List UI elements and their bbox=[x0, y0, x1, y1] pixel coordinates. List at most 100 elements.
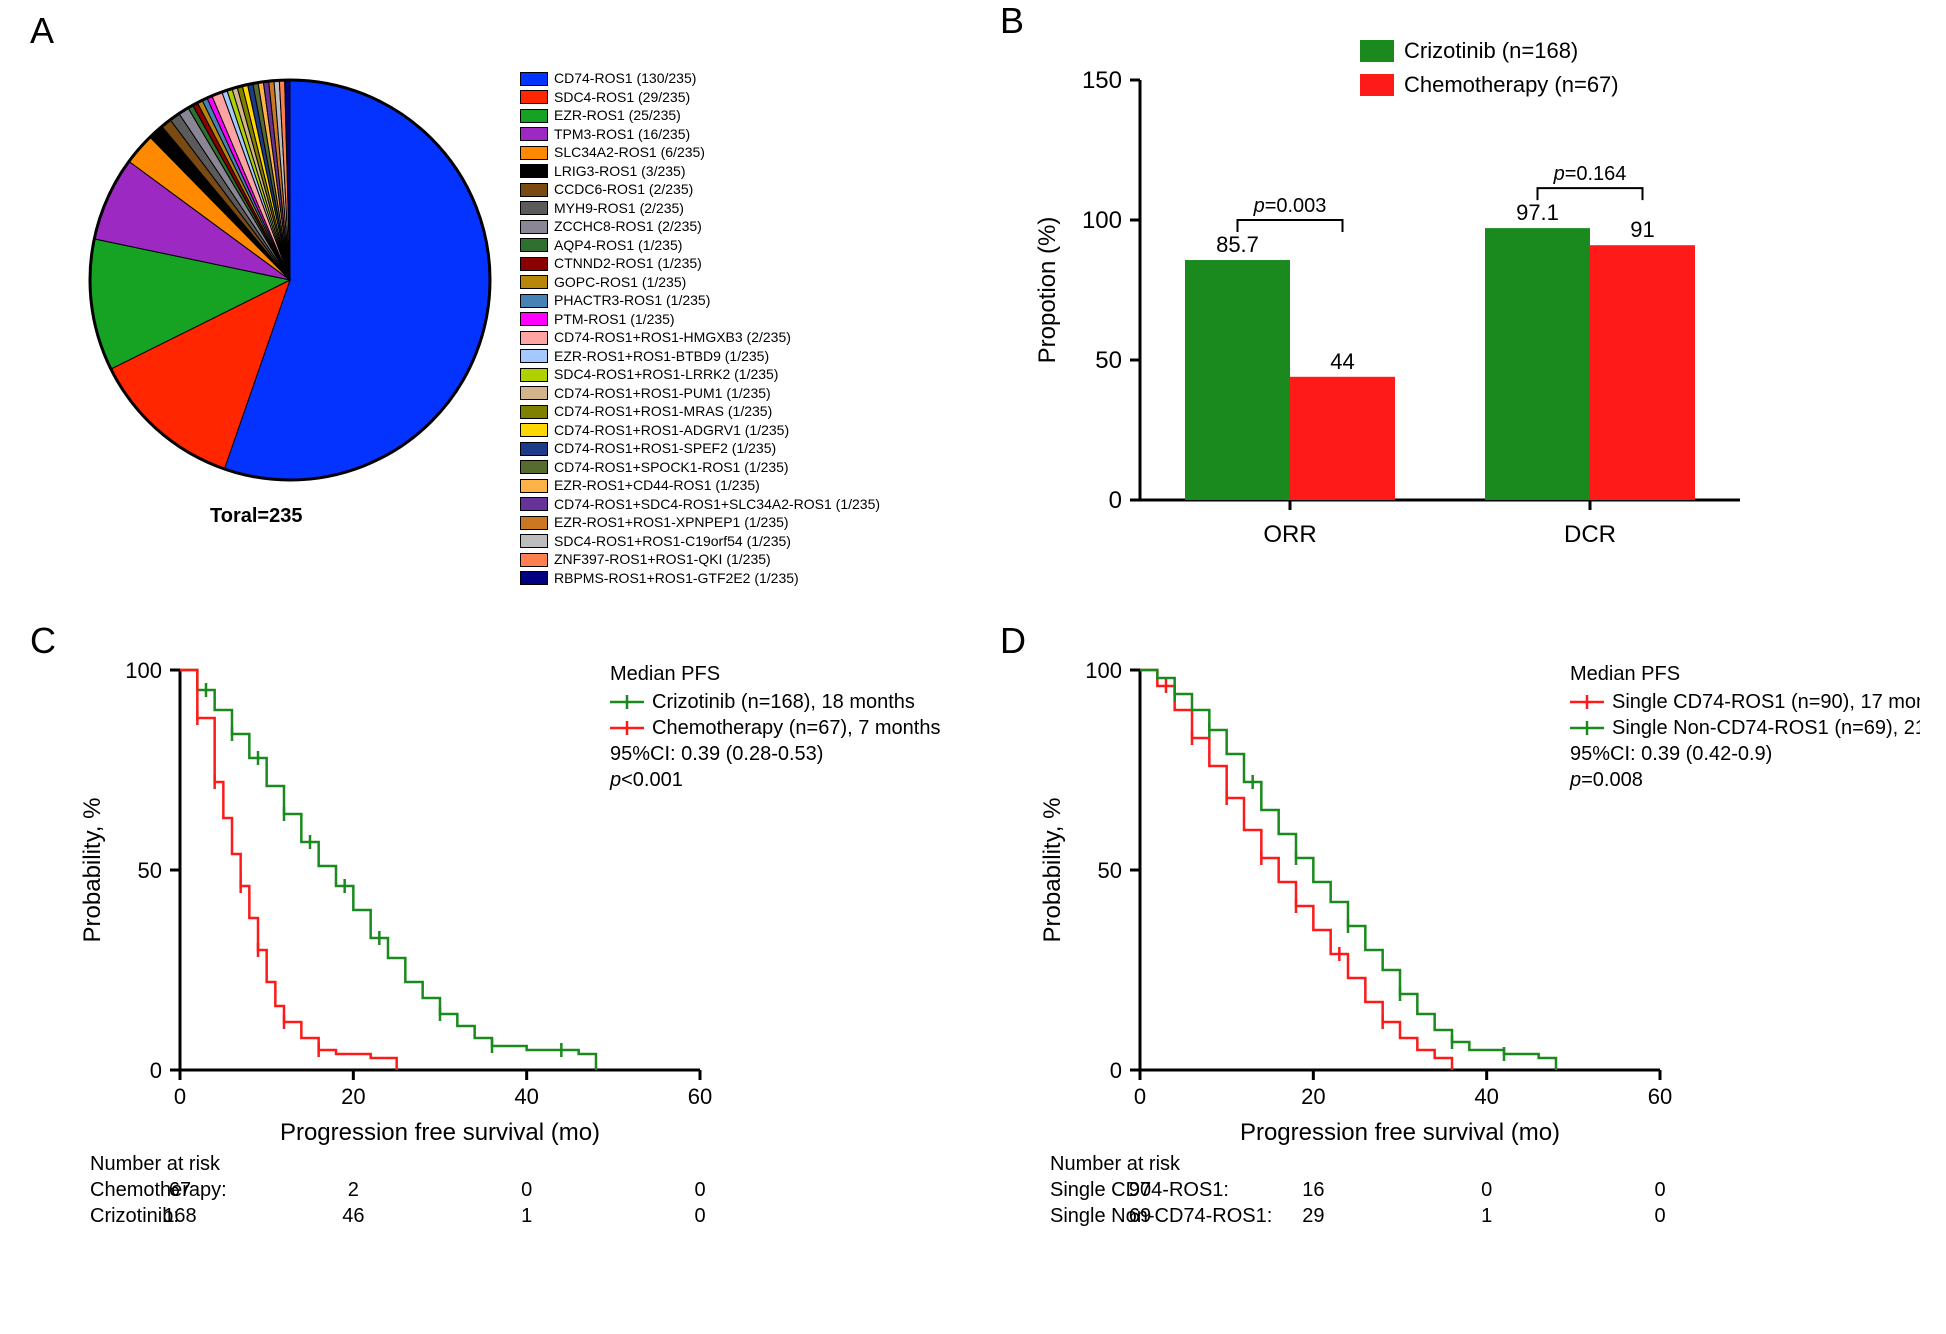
legend-label: TPM3-ROS1 (16/235) bbox=[554, 126, 690, 144]
legend-swatch bbox=[520, 349, 548, 363]
legend-label: SDC4-ROS1 (29/235) bbox=[554, 89, 690, 107]
legend-label: LRIG3-ROS1 (3/235) bbox=[554, 163, 686, 181]
svg-text:0: 0 bbox=[174, 1084, 186, 1109]
svg-text:95%CI: 0.39 (0.42-0.9): 95%CI: 0.39 (0.42-0.9) bbox=[1570, 743, 1772, 765]
legend-label: SDC4-ROS1+ROS1-C19orf54 (1/235) bbox=[554, 533, 791, 551]
svg-text:60: 60 bbox=[688, 1084, 712, 1109]
legend-swatch bbox=[520, 534, 548, 548]
legend-swatch bbox=[520, 72, 548, 86]
legend-label: EZR-ROS1+CD44-ROS1 (1/235) bbox=[554, 477, 760, 495]
legend-swatch bbox=[520, 257, 548, 271]
svg-text:p<0.001: p<0.001 bbox=[609, 769, 683, 791]
pie-legend-item: GOPC-ROS1 (1/235) bbox=[520, 274, 1040, 292]
svg-text:0: 0 bbox=[150, 1058, 162, 1083]
legend-swatch bbox=[520, 442, 548, 456]
svg-text:67: 67 bbox=[169, 1179, 191, 1201]
legend-swatch bbox=[520, 497, 548, 511]
legend-label: PHACTR3-ROS1 (1/235) bbox=[554, 292, 710, 310]
pie-svg bbox=[80, 70, 500, 490]
legend-label: CD74-ROS1+ROS1-SPEF2 (1/235) bbox=[554, 440, 776, 458]
pie-legend-item: EZR-ROS1+ROS1-BTBD9 (1/235) bbox=[520, 348, 1040, 366]
svg-text:50: 50 bbox=[1095, 347, 1122, 374]
legend-swatch bbox=[520, 405, 548, 419]
pie-total-label: Toral=235 bbox=[210, 505, 302, 528]
legend-swatch bbox=[520, 331, 548, 345]
svg-text:Propotion (%): Propotion (%) bbox=[1034, 217, 1061, 364]
legend-label: SLC34A2-ROS1 (6/235) bbox=[554, 144, 705, 162]
legend-swatch bbox=[520, 164, 548, 178]
svg-text:20: 20 bbox=[1301, 1084, 1325, 1109]
legend-swatch bbox=[520, 201, 548, 215]
legend-label: CTNND2-ROS1 (1/235) bbox=[554, 255, 702, 273]
svg-text:Chemotherapy:: Chemotherapy: bbox=[90, 1179, 227, 1201]
legend-swatch bbox=[520, 109, 548, 123]
bar-svg: 050100150Propotion (%)ORR85.744p=0.003DC… bbox=[1020, 20, 1880, 580]
km-c-svg: 0204060050100Progression free survival (… bbox=[60, 640, 960, 1280]
pie-legend-item: SDC4-ROS1 (29/235) bbox=[520, 89, 1040, 107]
svg-text:50: 50 bbox=[138, 858, 162, 883]
legend-swatch bbox=[520, 127, 548, 141]
svg-text:20: 20 bbox=[341, 1084, 365, 1109]
panel-a-label: A bbox=[30, 10, 54, 52]
svg-text:Progression free survival (mo): Progression free survival (mo) bbox=[280, 1119, 600, 1146]
legend-label: EZR-ROS1+ROS1-XPNPEP1 (1/235) bbox=[554, 514, 789, 532]
panel-c: 0204060050100Progression free survival (… bbox=[60, 640, 960, 1280]
panel-c-label: C bbox=[30, 620, 56, 662]
legend-label: ZCCHC8-ROS1 (2/235) bbox=[554, 218, 702, 236]
legend-swatch bbox=[520, 146, 548, 160]
svg-text:Chemotherapy (n=67), 7 months: Chemotherapy (n=67), 7 months bbox=[652, 717, 941, 739]
legend-swatch bbox=[520, 90, 548, 104]
legend-swatch bbox=[520, 460, 548, 474]
legend-label: CD74-ROS1+ROS1-MRAS (1/235) bbox=[554, 403, 772, 421]
svg-text:Crizotinib (n=168): Crizotinib (n=168) bbox=[1404, 38, 1578, 63]
legend-label: CD74-ROS1+SDC4-ROS1+SLC34A2-ROS1 (1/235) bbox=[554, 496, 880, 514]
legend-label: SDC4-ROS1+ROS1-LRRK2 (1/235) bbox=[554, 366, 778, 384]
legend-swatch bbox=[520, 238, 548, 252]
pie-legend-item: SDC4-ROS1+ROS1-LRRK2 (1/235) bbox=[520, 366, 1040, 384]
legend-label: MYH9-ROS1 (2/235) bbox=[554, 200, 684, 218]
svg-text:168: 168 bbox=[163, 1205, 196, 1227]
legend-swatch bbox=[520, 516, 548, 530]
legend-label: AQP4-ROS1 (1/235) bbox=[554, 237, 682, 255]
pie-legend-item: CTNND2-ROS1 (1/235) bbox=[520, 255, 1040, 273]
km-d-svg: 0204060050100Progression free survival (… bbox=[1020, 640, 1920, 1280]
svg-text:Chemotherapy (n=67): Chemotherapy (n=67) bbox=[1404, 72, 1619, 97]
legend-label: CD74-ROS1+SPOCK1-ROS1 (1/235) bbox=[554, 459, 789, 477]
svg-text:100: 100 bbox=[1085, 658, 1122, 683]
legend-swatch bbox=[520, 368, 548, 382]
pie-legend: CD74-ROS1 (130/235)SDC4-ROS1 (29/235)EZR… bbox=[520, 70, 1040, 588]
svg-text:46: 46 bbox=[342, 1205, 364, 1227]
svg-text:29: 29 bbox=[1302, 1205, 1324, 1227]
legend-swatch bbox=[520, 275, 548, 289]
svg-text:2: 2 bbox=[348, 1179, 359, 1201]
pie-legend-item: PHACTR3-ROS1 (1/235) bbox=[520, 292, 1040, 310]
pie-legend-item: MYH9-ROS1 (2/235) bbox=[520, 200, 1040, 218]
svg-text:0: 0 bbox=[694, 1179, 705, 1201]
legend-label: CD74-ROS1+ROS1-PUM1 (1/235) bbox=[554, 385, 771, 403]
svg-text:150: 150 bbox=[1082, 67, 1122, 94]
legend-swatch bbox=[520, 553, 548, 567]
pie-legend-item: EZR-ROS1+ROS1-XPNPEP1 (1/235) bbox=[520, 514, 1040, 532]
svg-text:44: 44 bbox=[1330, 349, 1354, 374]
svg-text:85.7: 85.7 bbox=[1216, 232, 1259, 257]
legend-swatch bbox=[520, 183, 548, 197]
svg-text:Single CD74-ROS1 (n=90), 17 mo: Single CD74-ROS1 (n=90), 17 months bbox=[1612, 691, 1920, 713]
legend-swatch bbox=[520, 312, 548, 326]
svg-text:Number at risk: Number at risk bbox=[90, 1153, 221, 1175]
pie-legend-item: EZR-ROS1 (25/235) bbox=[520, 107, 1040, 125]
svg-text:p=0.008: p=0.008 bbox=[1569, 769, 1643, 791]
pie-legend-item: CD74-ROS1+ROS1-SPEF2 (1/235) bbox=[520, 440, 1040, 458]
svg-text:0: 0 bbox=[1109, 487, 1122, 514]
svg-text:40: 40 bbox=[1474, 1084, 1498, 1109]
legend-label: ZNF397-ROS1+ROS1-QKI (1/235) bbox=[554, 551, 771, 569]
svg-text:100: 100 bbox=[1082, 207, 1122, 234]
svg-text:DCR: DCR bbox=[1564, 521, 1616, 548]
svg-text:0: 0 bbox=[1134, 1084, 1146, 1109]
svg-text:91: 91 bbox=[1630, 217, 1654, 242]
legend-swatch bbox=[520, 479, 548, 493]
svg-text:p=0.003: p=0.003 bbox=[1253, 195, 1327, 217]
legend-label: CD74-ROS1 (130/235) bbox=[554, 70, 696, 88]
panel-a: Toral=235 CD74-ROS1 (130/235)SDC4-ROS1 (… bbox=[60, 40, 960, 600]
svg-text:Median PFS: Median PFS bbox=[610, 663, 720, 685]
pie-legend-item: PTM-ROS1 (1/235) bbox=[520, 311, 1040, 329]
